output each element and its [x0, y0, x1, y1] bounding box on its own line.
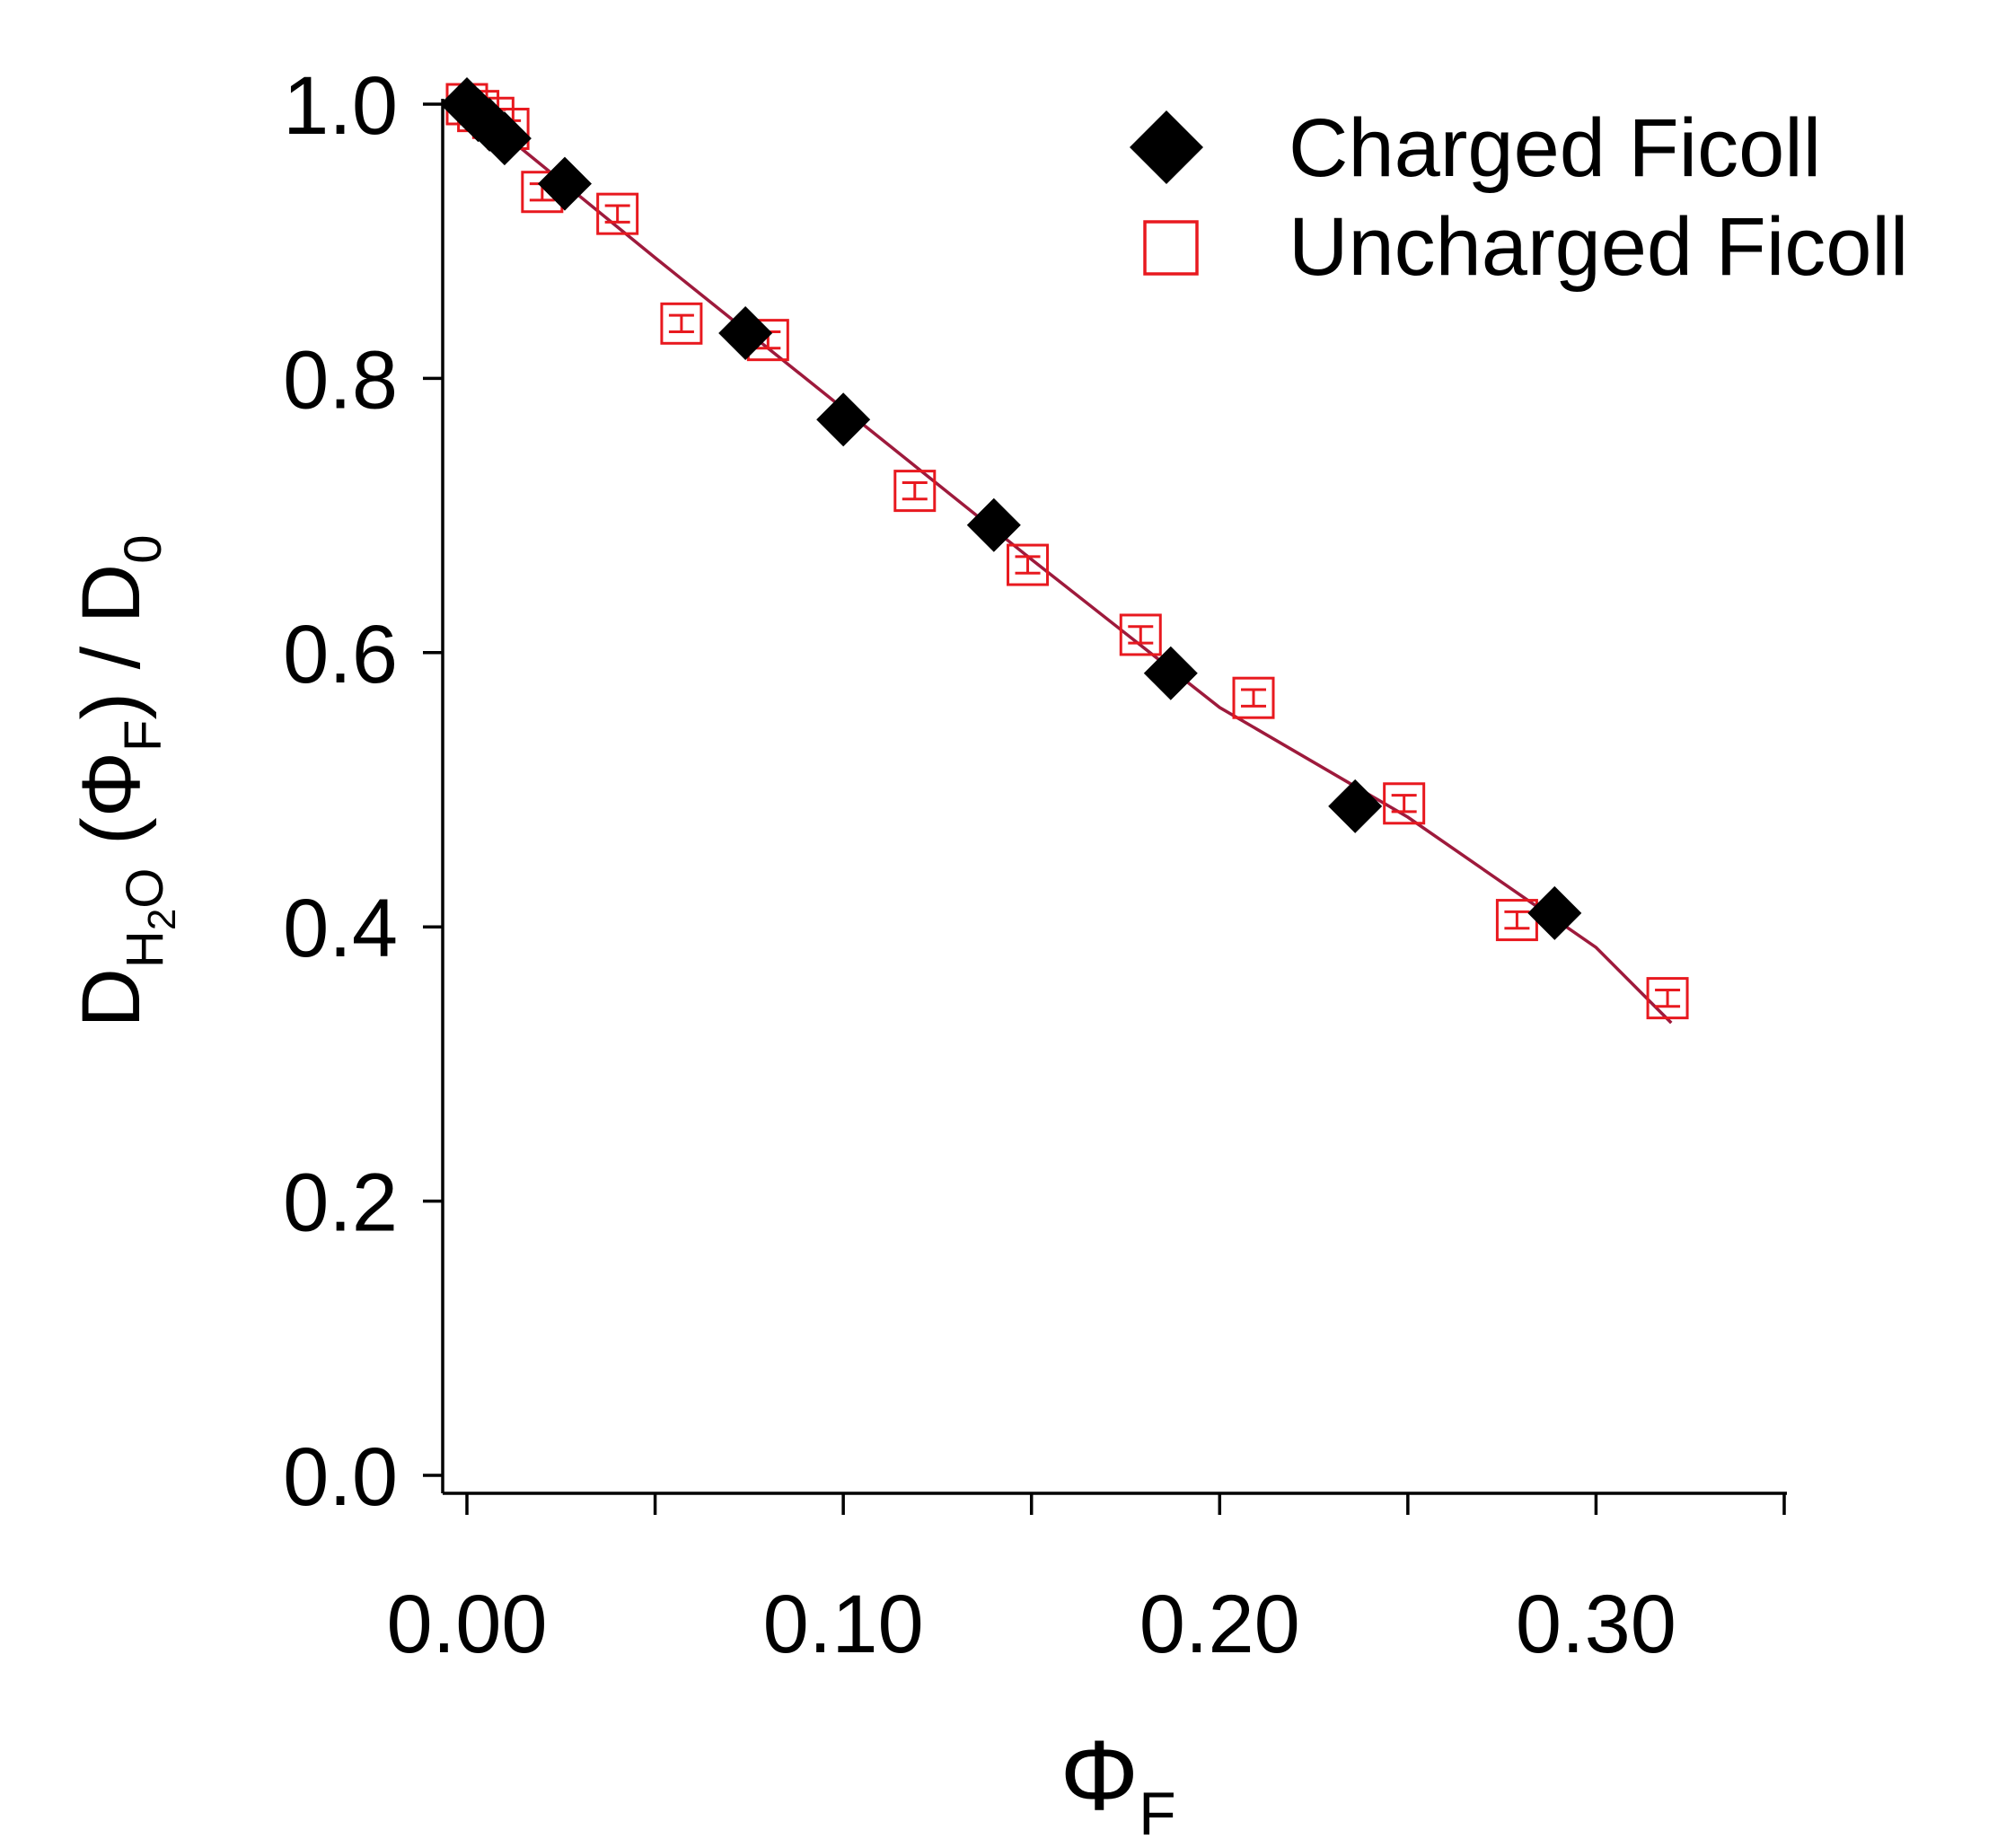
- x-axis-title-phi: Φ: [1060, 1720, 1139, 1831]
- uncharged-marker: [596, 192, 639, 235]
- charged-data-point: [966, 497, 1021, 552]
- y-title-2: 2: [140, 909, 184, 930]
- uncharged-marker: [1646, 977, 1689, 1020]
- y-tick-label: 0.2: [283, 1157, 398, 1249]
- y-title-open: (: [66, 817, 157, 868]
- y-axis-title: DH2O (ΦF) / D0: [66, 534, 184, 1027]
- y-title-h: H: [116, 930, 174, 968]
- uncharged-data-point: [596, 192, 639, 235]
- x-axis-title: ΦF: [1060, 1720, 1175, 1844]
- uncharged-data-point: [1232, 676, 1275, 719]
- uncharged-marker: [1119, 613, 1162, 656]
- uncharged-marker: [660, 302, 703, 345]
- uncharged-data-point: [893, 470, 937, 513]
- legend-label-uncharged: Uncharged Ficoll: [1289, 201, 1908, 293]
- legend-label-charged: Charged Ficoll: [1289, 102, 1821, 194]
- uncharged-data-point: [660, 302, 703, 345]
- charged-data-point: [1527, 885, 1582, 940]
- charged-ficoll-series: [440, 77, 1582, 940]
- axes: [441, 99, 1787, 1495]
- y-tick-label: 1.0: [283, 60, 398, 152]
- y-title-close: ) / D: [66, 564, 157, 720]
- y-title-d: D: [66, 968, 157, 1027]
- charged-data-point: [1328, 779, 1383, 833]
- charged-data-point: [1143, 646, 1198, 700]
- x-tick-label: 0.30: [1516, 1579, 1676, 1670]
- legend-marker-uncharged: [1143, 220, 1199, 276]
- uncharged-marker: [1383, 782, 1426, 825]
- y-tick-label: 0.6: [283, 609, 398, 700]
- ticks: 0.0 0.2 0.4 0.6 0.8 1.0 0.00 0.10 0.20 0.30: [283, 60, 1786, 1670]
- x-tick-label: 0.00: [386, 1579, 547, 1670]
- uncharged-data-point: [1119, 613, 1162, 656]
- y-tick-label: 0.0: [283, 1431, 398, 1523]
- y-title-f: F: [114, 720, 172, 752]
- uncharged-marker: [1232, 676, 1275, 719]
- x-tick-label: 0.10: [763, 1579, 924, 1670]
- y-title-phi: Φ: [66, 752, 157, 817]
- uncharged-marker: [893, 470, 937, 513]
- y-tick-label: 0.4: [283, 883, 398, 974]
- y-axis-title-group: DH2O (ΦF) / D0: [66, 534, 184, 1027]
- y-tick-label: 0.8: [283, 334, 398, 426]
- charged-data-point: [537, 156, 592, 211]
- charged-data-point: [718, 306, 773, 361]
- uncharged-marker: [1007, 543, 1050, 586]
- charged-data-point: [477, 111, 532, 166]
- x-tick-label: 0.20: [1139, 1579, 1300, 1670]
- uncharged-data-point: [1646, 977, 1689, 1020]
- charged-data-point: [816, 392, 871, 447]
- x-axis-title-subscript: F: [1139, 1780, 1176, 1844]
- uncharged-data-point: [1007, 543, 1050, 586]
- y-title-zero: 0: [114, 534, 172, 563]
- uncharged-data-point: [1383, 782, 1426, 825]
- y-title-o: O: [116, 868, 174, 909]
